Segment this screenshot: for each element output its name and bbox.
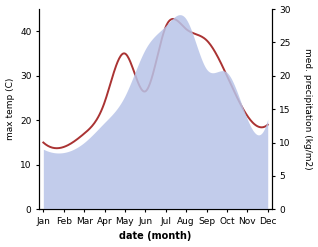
Y-axis label: max temp (C): max temp (C) xyxy=(5,78,15,140)
X-axis label: date (month): date (month) xyxy=(119,231,192,242)
Y-axis label: med. precipitation (kg/m2): med. precipitation (kg/m2) xyxy=(303,48,313,170)
